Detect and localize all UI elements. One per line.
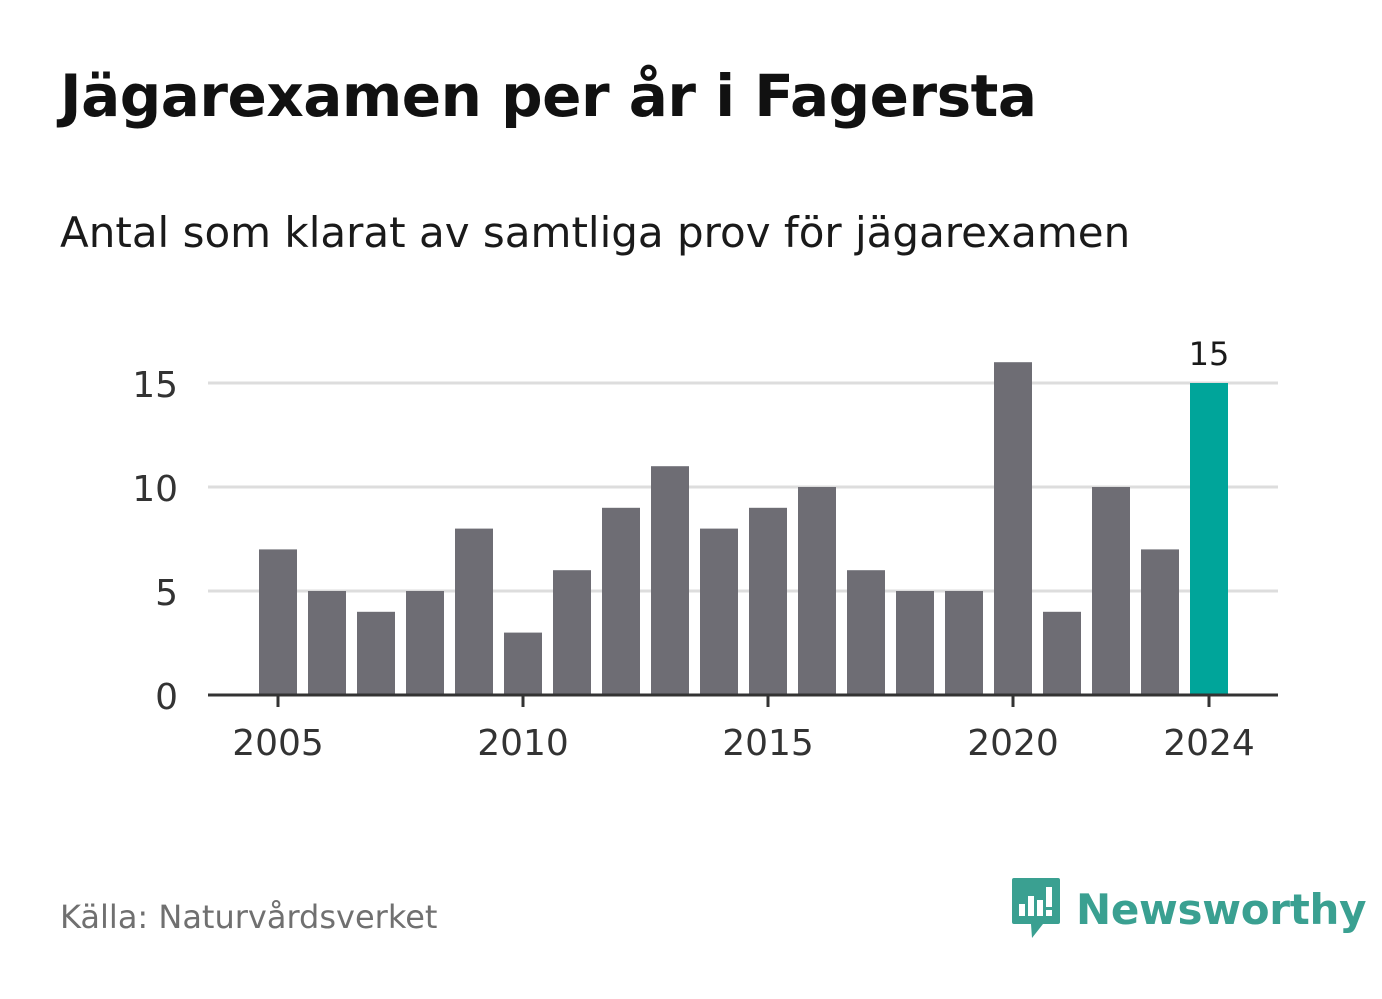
chart-title: Jägarexamen per år i Fagersta [60, 62, 1037, 130]
bar-2006 [308, 591, 346, 695]
bar-2011 [553, 570, 591, 695]
bar-2008 [406, 591, 444, 695]
bar-2013 [651, 466, 689, 695]
x-tick-label: 2024 [1163, 723, 1255, 764]
bar-2022 [1092, 487, 1130, 695]
y-tick-label: 5 [155, 573, 178, 614]
bars [259, 362, 1228, 695]
chart-subtitle: Antal som klarat av samtliga prov för jä… [60, 208, 1131, 257]
labels: 0 5 10 15 2005 2010 2015 2020 2024 15 [132, 335, 1255, 764]
x-tick-label: 2010 [477, 723, 569, 764]
y-tick-label: 10 [132, 469, 178, 510]
bar-2007 [357, 611, 395, 695]
bar-2009 [455, 528, 493, 695]
bar-2021 [1043, 611, 1081, 695]
y-tick-label: 15 [132, 365, 178, 406]
newsworthy-chart-bubble-icon [1012, 878, 1060, 938]
source-note: Källa: Naturvårdsverket [60, 898, 438, 936]
bar-2012 [602, 507, 640, 695]
bar-2005 [259, 549, 297, 695]
axes [208, 693, 1278, 707]
y-tick-label: 0 [155, 677, 178, 718]
bar-2015 [749, 507, 787, 695]
bar-2019 [945, 591, 983, 695]
bar-2023 [1141, 549, 1179, 695]
data-label: 15 [1189, 335, 1230, 373]
x-tick-label: 2020 [967, 723, 1059, 764]
bar-2020 [994, 362, 1032, 695]
bar-2014 [700, 528, 738, 695]
x-tick-label: 2005 [232, 723, 324, 764]
bar-2017 [847, 570, 885, 695]
bar-2024 [1190, 383, 1228, 695]
bar-2010 [504, 632, 542, 695]
brand-name: Newsworthy [1076, 884, 1367, 934]
brand-logo: Newsworthy [1010, 876, 1366, 942]
bar-2018 [896, 591, 934, 695]
bar-2016 [798, 487, 836, 695]
x-tick-label: 2015 [722, 723, 814, 764]
